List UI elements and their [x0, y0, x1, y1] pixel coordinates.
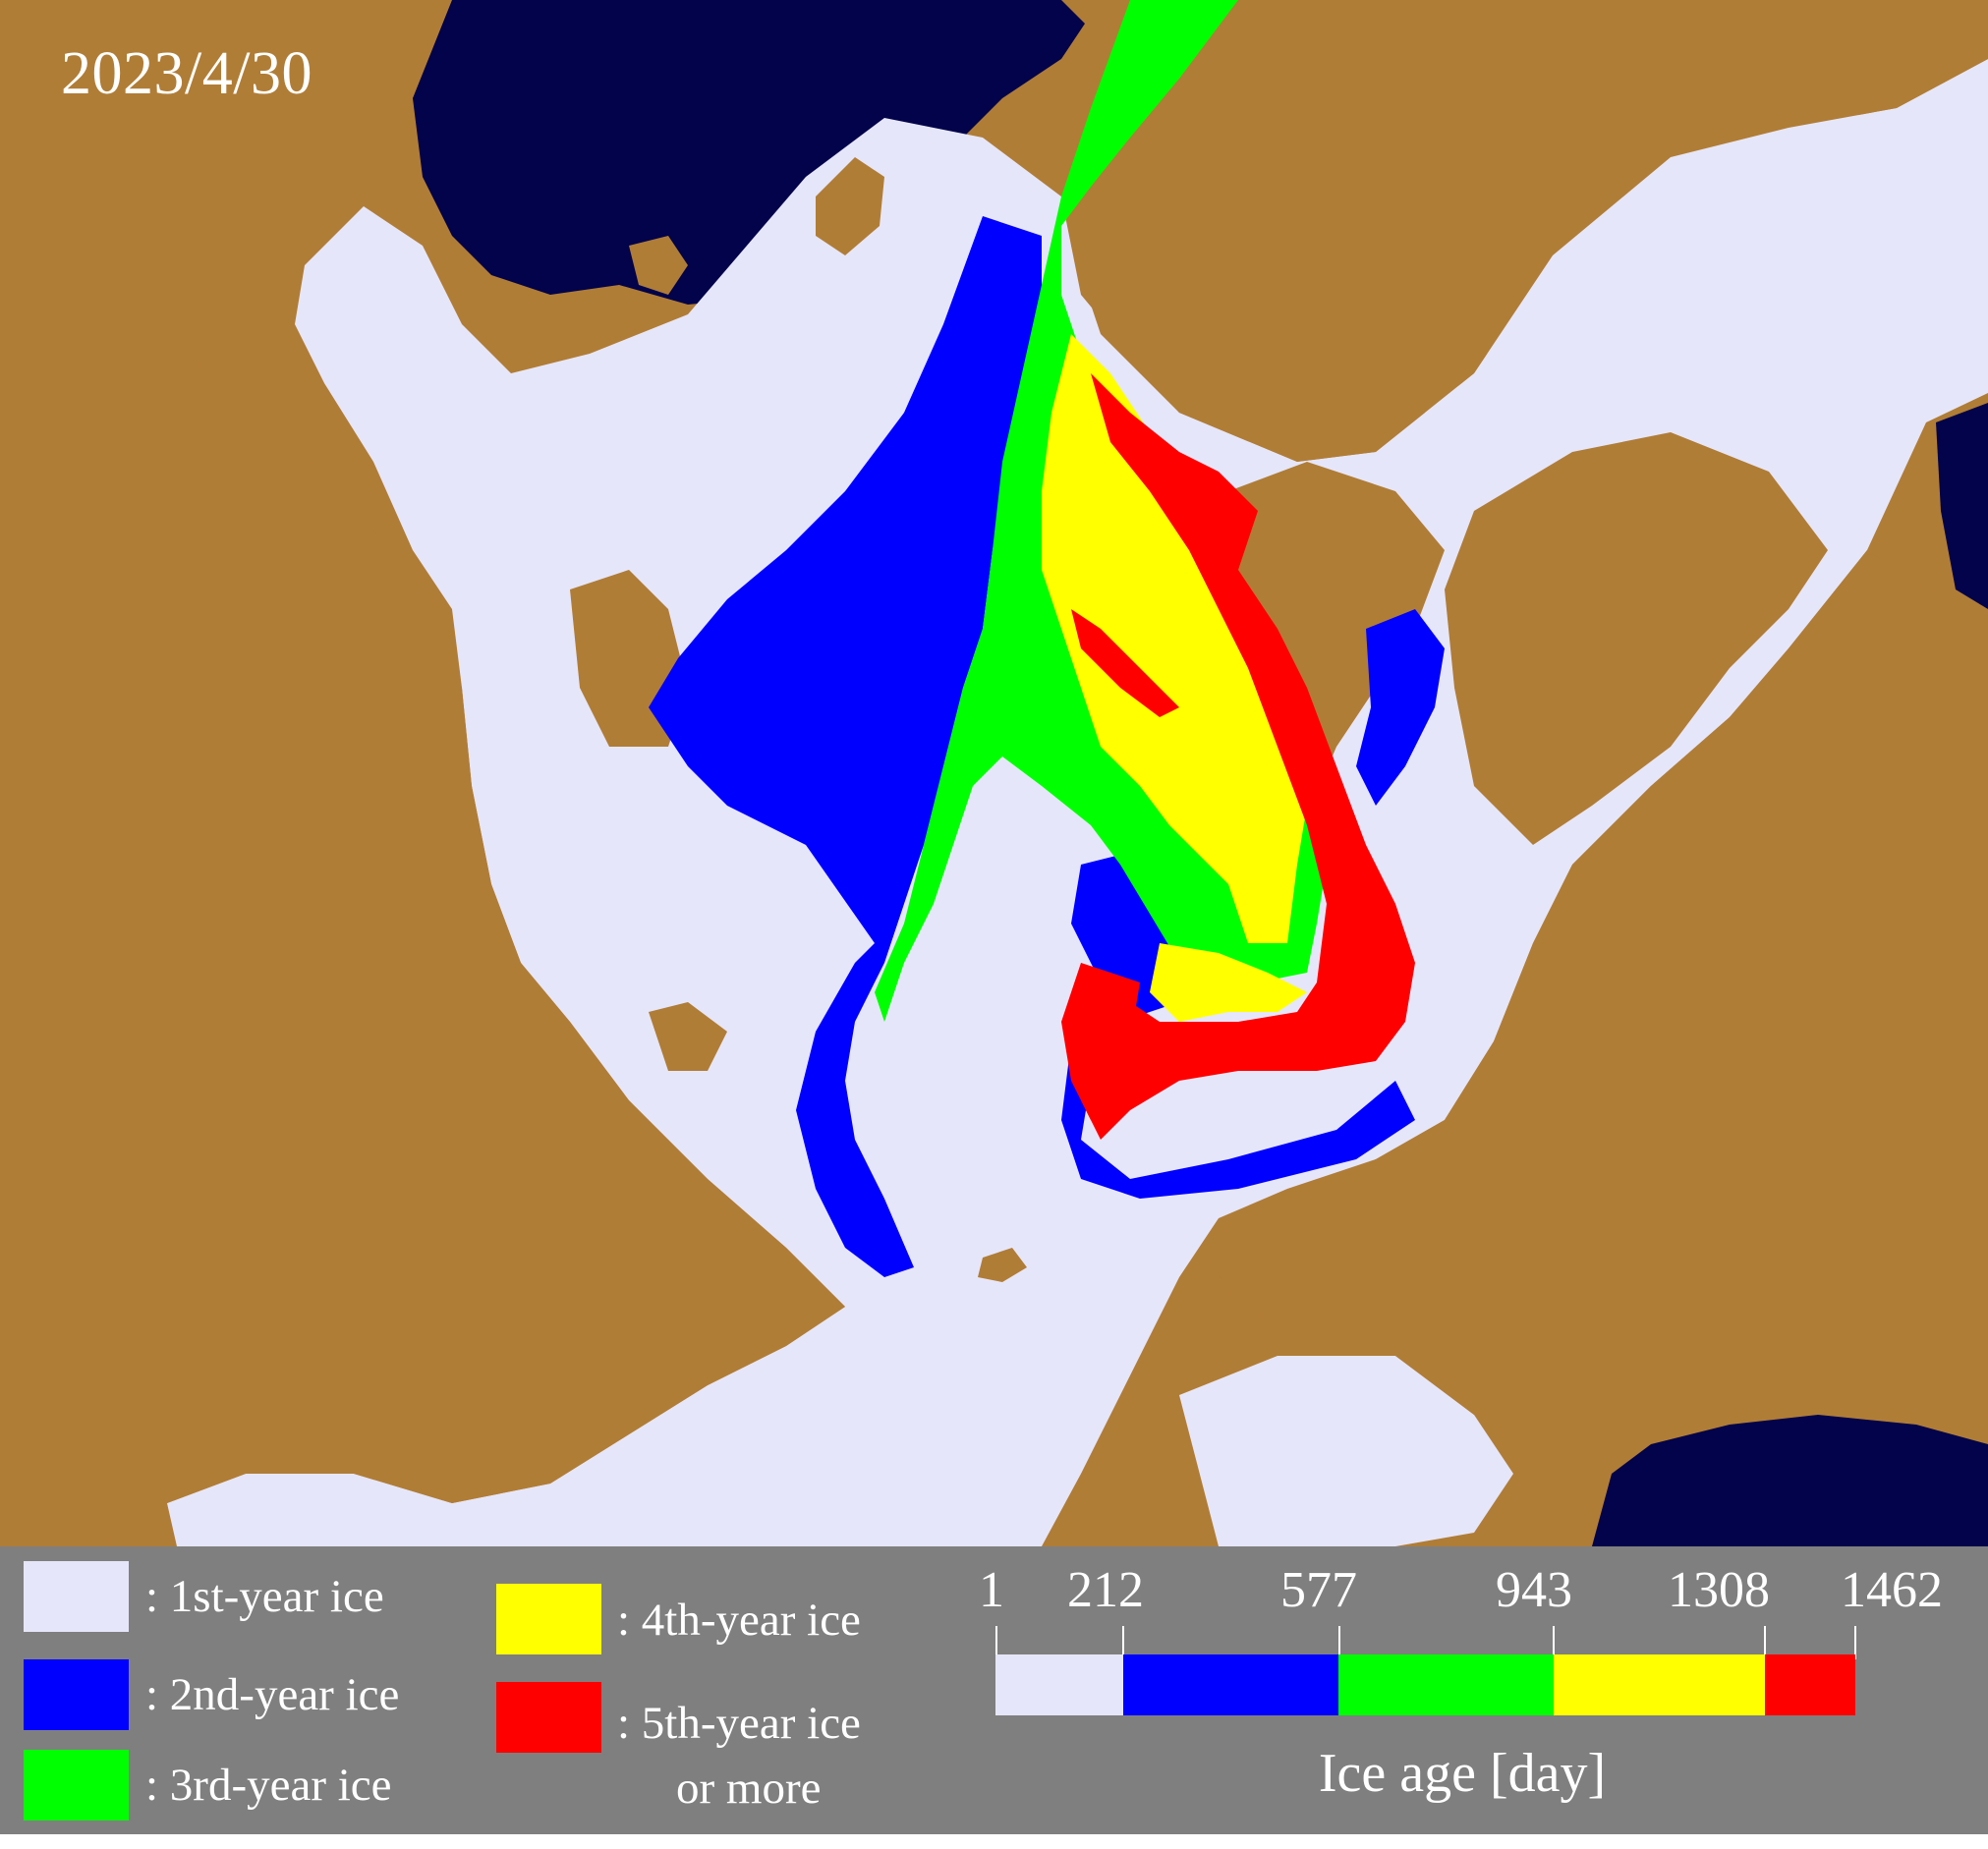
first-year-ice-south-coast	[1179, 1356, 1513, 1546]
land-siberia	[0, 324, 845, 1546]
colorbar-segment-first-year	[995, 1654, 1123, 1715]
swatch-third-year	[24, 1750, 129, 1821]
colorbar-tick-label: 1462	[1841, 1562, 1943, 1618]
land-north-america	[1209, 550, 1988, 1415]
colorbar-tick-label: 577	[1280, 1562, 1357, 1618]
colorbar-tick-mark	[1553, 1626, 1555, 1659]
land-svalbard	[816, 157, 884, 255]
colorbar-segment-third-year	[1338, 1654, 1554, 1715]
land-greenland	[1061, 0, 1988, 462]
colorbar-tick-mark	[1764, 1626, 1766, 1659]
colorbar-title: Ice age [day]	[1318, 1743, 1607, 1804]
colorbar-tick-mark	[1854, 1626, 1856, 1659]
legend-first-year-label: : 1st-year ice	[145, 1571, 384, 1622]
land-scandinavia	[0, 0, 432, 334]
second-year-ice-region	[649, 216, 1042, 1277]
second-year-ice-archipelago	[1356, 609, 1445, 806]
legend-fourth-year-label: : 4th-year ice	[617, 1595, 861, 1646]
fifth-year-ice-streaks	[1071, 609, 1179, 717]
colorbar-segment-fifth-year	[1765, 1654, 1855, 1715]
colorbar-tick-mark	[995, 1626, 997, 1659]
ocean-north-pacific	[1592, 1415, 1988, 1546]
colorbar-segment-second-year	[1123, 1654, 1338, 1715]
swatch-first-year	[24, 1561, 129, 1632]
land-franz-josef	[629, 236, 688, 295]
colorbar-tick-label: 1	[979, 1562, 1004, 1618]
ocean-greenland-sea	[413, 0, 1101, 305]
ocean-east	[1936, 403, 1988, 609]
colorbar-tick-label: 1308	[1668, 1562, 1770, 1618]
legend-fifth-year-label-line2: or more	[676, 1763, 822, 1814]
second-year-ice-south-fringe	[1061, 845, 1415, 1199]
colorbar-tick-mark	[1338, 1626, 1340, 1659]
land-east-islands	[1445, 432, 1828, 845]
legend-fifth-year-label: : 5th-year ice	[617, 1698, 861, 1749]
swatch-fourth-year	[496, 1584, 601, 1654]
colorbar-tick-label: 212	[1067, 1562, 1144, 1618]
legend-second-year-label: : 2nd-year ice	[145, 1669, 400, 1720]
swatch-fifth-year	[496, 1682, 601, 1753]
legend-third-year-label: : 3rd-year ice	[145, 1760, 392, 1811]
colorbar-segment-fourth-year	[1554, 1654, 1765, 1715]
map-date-label: 2023/4/30	[61, 40, 312, 107]
land-island-small	[978, 1248, 1027, 1282]
map-canvas	[0, 0, 1988, 1546]
fourth-year-ice-lower-lobe	[1150, 943, 1307, 1022]
fourth-year-ice-region	[1042, 334, 1307, 943]
fifth-year-ice-south	[1061, 963, 1140, 1120]
ice-age-map: 2023/4/30	[0, 0, 1988, 1546]
swatch-second-year	[24, 1659, 129, 1730]
colorbar-tick-mark	[1122, 1626, 1124, 1659]
land-island-siberian	[649, 1002, 727, 1071]
colorbar-tick-label: 943	[1496, 1562, 1572, 1618]
fifth-year-ice-region	[1081, 373, 1415, 1140]
